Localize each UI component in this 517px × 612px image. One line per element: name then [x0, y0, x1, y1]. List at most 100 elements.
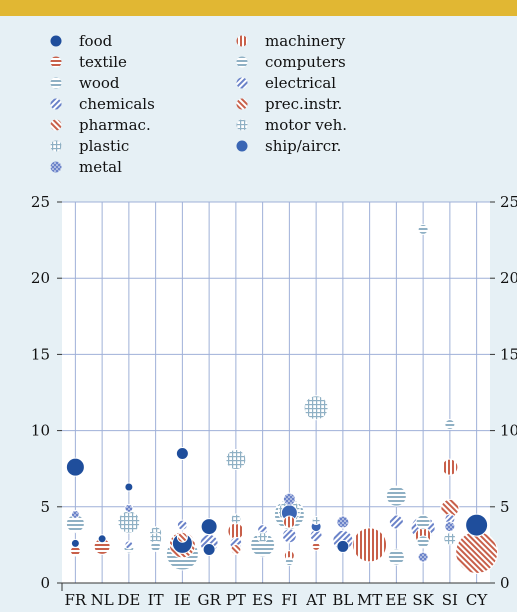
y-tick-label-right: 0: [500, 574, 510, 592]
x-tick-label-ie: IE: [174, 591, 191, 609]
bubble-pharmac-cy: [455, 531, 499, 575]
bubble-plastic-si: [443, 532, 457, 546]
bubble-food-cy: [465, 513, 489, 537]
legend-label-plastic: plastic: [79, 137, 129, 155]
bubble-machinery-fi: [282, 515, 296, 529]
y-tick-label-right: 20: [500, 269, 517, 287]
bubble-computers-it: [150, 540, 162, 552]
y-tick-label-right: 10: [500, 422, 517, 440]
bubble-wood-ee: [385, 485, 407, 507]
bubble-chemicals-fi: [281, 528, 297, 544]
bubble-food-fr: [65, 457, 85, 477]
legend-label-pharmac: pharmac.: [79, 116, 151, 134]
legend-label-food: food: [79, 32, 113, 50]
legend-label-electrical: electrical: [265, 74, 336, 92]
legend-item-computers: computers: [236, 53, 346, 71]
y-tick-label-left: 5: [40, 498, 50, 516]
legend-swatch-wood: [50, 77, 62, 89]
x-tick-label-gr: GR: [197, 591, 221, 609]
legend-swatch-textile: [50, 56, 62, 68]
bubble-plastic-pt: [230, 513, 242, 525]
bubble-prec-instr-pt: [230, 543, 242, 555]
legend-item-prec-instr: prec.instr.: [236, 95, 342, 113]
x-tick-label-ee: EE: [385, 591, 407, 609]
legend-swatch-motor-veh: [236, 119, 248, 131]
bubble-metal-sk: [417, 551, 429, 563]
legend-label-chemicals: chemicals: [79, 95, 155, 113]
bubble-textile-at: [311, 541, 321, 551]
x-tick-label-at: AT: [305, 591, 326, 609]
legend-item-electrical: electrical: [236, 74, 336, 92]
bubble-wood-sk: [416, 535, 430, 549]
legend-label-machinery: machinery: [265, 32, 346, 50]
legend-item-wood: wood: [50, 74, 120, 92]
legend-item-motor-veh: motor veh.: [236, 116, 347, 134]
bubble-metal-bl: [336, 515, 350, 529]
legend-item-plastic: plastic: [50, 137, 129, 155]
bubble-computers-si: [444, 419, 456, 431]
legend-item-ship-aircr: ship/aircr.: [236, 137, 341, 155]
bubble-food-de: [124, 482, 134, 492]
x-tick-label-mt: MT: [357, 591, 382, 609]
legend-swatch-pharmac: [50, 119, 62, 131]
legend-swatch-machinery: [236, 35, 248, 47]
y-tick-label-left: 15: [31, 345, 50, 363]
x-tick-label-nl: NL: [91, 591, 114, 609]
x-tick-label-sk: SK: [412, 591, 434, 609]
bubble-computers-fi: [284, 557, 294, 567]
bubble-motor-veh-at: [311, 516, 321, 526]
legend: food textile wood chemicals pharmac. plastic m…: [50, 32, 347, 176]
legend-swatch-electrical: [236, 77, 248, 89]
bubble-food-gr: [200, 518, 218, 536]
legend-label-wood: wood: [79, 74, 120, 92]
legend-item-textile: textile: [50, 53, 127, 71]
legend-item-food: food: [50, 32, 113, 50]
bubble-machinery-pt: [227, 522, 245, 540]
legend-swatch-food: [50, 35, 62, 47]
bubble-metal-fi: [282, 492, 296, 506]
y-tick-label-right: 5: [500, 498, 510, 516]
x-tick-label-fr: FR: [65, 591, 87, 609]
bubble-motor-veh-at: [303, 395, 329, 421]
bubble-motor-veh-es: [257, 531, 269, 543]
bubble-food-fr: [70, 538, 80, 548]
x-tick-label-de: DE: [117, 591, 140, 609]
legend-item-machinery: machinery: [236, 32, 346, 50]
legend-swatch-metal: [50, 161, 62, 173]
bubble-electrical-de: [124, 540, 134, 550]
y-tick-label-left: 0: [40, 574, 50, 592]
y-tick-label-right: 25: [500, 193, 517, 211]
legend-label-prec-instr: prec.instr.: [265, 95, 342, 113]
legend-label-metal: metal: [79, 158, 122, 176]
x-tick-label-fi: FI: [281, 591, 297, 609]
y-tick-label-left: 25: [31, 193, 50, 211]
legend-item-pharmac: pharmac.: [50, 116, 151, 134]
legend-swatch-computers: [236, 56, 248, 68]
bubble-machinery-si: [441, 458, 459, 476]
x-tick-label-es: ES: [252, 591, 273, 609]
bubble-prec-instr-ie: [176, 531, 188, 543]
legend-item-metal: metal: [50, 158, 122, 176]
x-tick-label-si: SI: [442, 591, 458, 609]
x-tick-label-it: IT: [148, 591, 164, 609]
bubble-metal-si: [444, 521, 456, 533]
y-tick-label-left: 10: [31, 422, 50, 440]
y-tick-label-right: 15: [500, 345, 517, 363]
bubble-metal-de: [124, 503, 134, 513]
y-tick-label-left: 20: [31, 269, 50, 287]
legend-label-textile: textile: [79, 53, 127, 71]
bubble-food-ie: [175, 446, 189, 460]
legend-label-motor-veh: motor veh.: [265, 116, 347, 134]
legend-label-computers: computers: [265, 53, 346, 71]
legend-swatch-chemicals: [50, 98, 62, 110]
bubble-motor-veh-de: [117, 510, 141, 534]
bubble-computers-sk: [415, 514, 431, 530]
bubbles: [65, 223, 499, 575]
bubble-food-nl: [97, 534, 107, 544]
legend-swatch-ship-aircr: [236, 140, 248, 152]
legend-label-ship-aircr: ship/aircr.: [265, 137, 341, 155]
bubble-wood-sk: [417, 223, 429, 235]
bubble-chemicals-ie: [176, 519, 188, 531]
top-accent-bar: [0, 0, 517, 16]
